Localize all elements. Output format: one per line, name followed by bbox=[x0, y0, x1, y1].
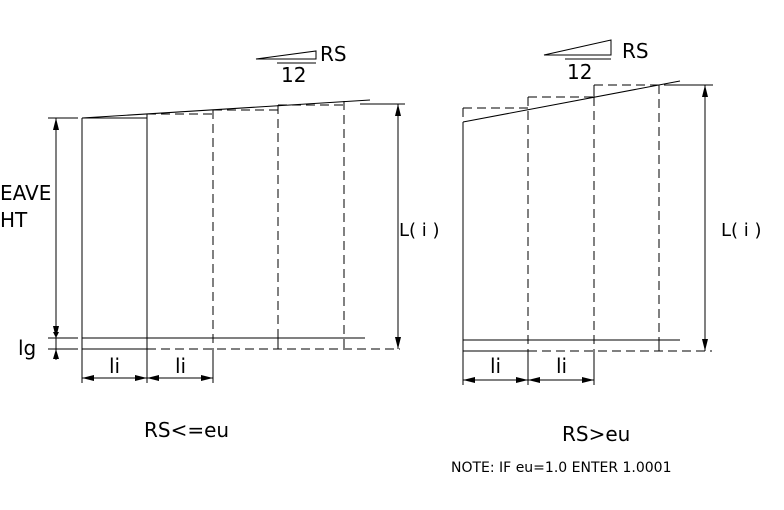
left-length-dimension bbox=[360, 103, 405, 349]
right-panel: RS 12 L( i ) bbox=[462, 39, 762, 446]
left-spacing-label-2: li bbox=[175, 354, 186, 378]
right-length-dimension bbox=[664, 84, 713, 351]
right-spacing-dimension bbox=[462, 351, 595, 385]
right-panel-steps bbox=[462, 84, 660, 351]
right-roof-line bbox=[462, 80, 681, 123]
right-spacing-label-2: li bbox=[556, 354, 567, 378]
left-panel: RS 12 EAVE HT bbox=[0, 42, 440, 442]
left-panel-steps bbox=[82, 101, 345, 349]
lg-dimension bbox=[48, 332, 78, 360]
note-text: NOTE: IF eu=1.0 ENTER 1.0001 bbox=[451, 460, 672, 476]
left-condition-label: RS<=eu bbox=[144, 418, 229, 442]
right-slope-triangle bbox=[543, 39, 612, 60]
eave-height-dimension bbox=[48, 117, 78, 339]
left-length-label: L( i ) bbox=[399, 220, 440, 241]
right-spacing-label-1: li bbox=[490, 354, 501, 378]
left-slope-triangle bbox=[255, 50, 317, 64]
right-slope-rise-label: RS bbox=[622, 39, 649, 63]
left-slope-rise-label: RS bbox=[320, 42, 347, 66]
lg-label: lg bbox=[18, 336, 36, 360]
right-length-label: L( i ) bbox=[721, 220, 762, 241]
eave-label-line1: EAVE bbox=[0, 181, 51, 205]
left-roof-line bbox=[81, 99, 371, 119]
left-slope-run-label: 12 bbox=[281, 63, 306, 87]
left-spacing-label-1: li bbox=[109, 354, 120, 378]
right-condition-label: RS>eu bbox=[562, 422, 630, 446]
left-spacing-dimension bbox=[81, 349, 214, 383]
right-slope-run-label: 12 bbox=[567, 60, 592, 84]
eave-label-line2: HT bbox=[0, 208, 28, 232]
